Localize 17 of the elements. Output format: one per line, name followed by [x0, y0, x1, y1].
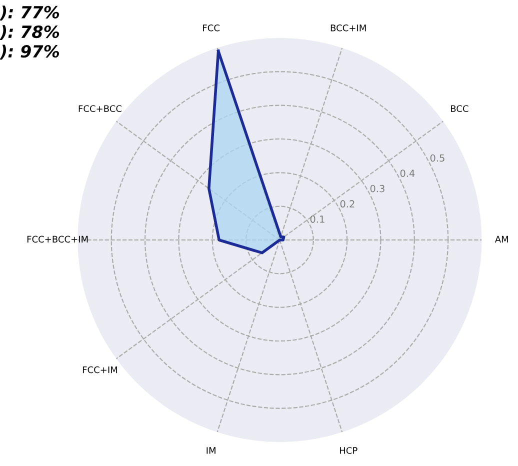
- spoke-label: IM: [206, 447, 216, 454]
- spoke-label: AM: [494, 236, 508, 242]
- spoke-label: HCP: [340, 447, 358, 454]
- y-tick-label: 0.1: [310, 215, 324, 223]
- y-tick-label: 0.3: [370, 184, 384, 192]
- spoke-label: FCC: [203, 24, 220, 32]
- y-tick-label: 0.4: [400, 170, 415, 177]
- text: ): 77%: [0, 6, 60, 20]
- spoke-label: BCC+IM: [330, 24, 366, 32]
- spoke-label: FCC+BCC: [78, 105, 122, 112]
- y-tick-label: 0.2: [340, 200, 354, 208]
- text: ): 78%: [0, 25, 60, 40]
- spoke-label: FCC+BCC+IM: [27, 236, 88, 243]
- text: ): 97%: [0, 44, 60, 60]
- spoke-label: BCC: [451, 105, 468, 112]
- spoke-label: FCC+IM: [82, 366, 118, 374]
- y-tick-label: 0.5: [430, 154, 444, 162]
